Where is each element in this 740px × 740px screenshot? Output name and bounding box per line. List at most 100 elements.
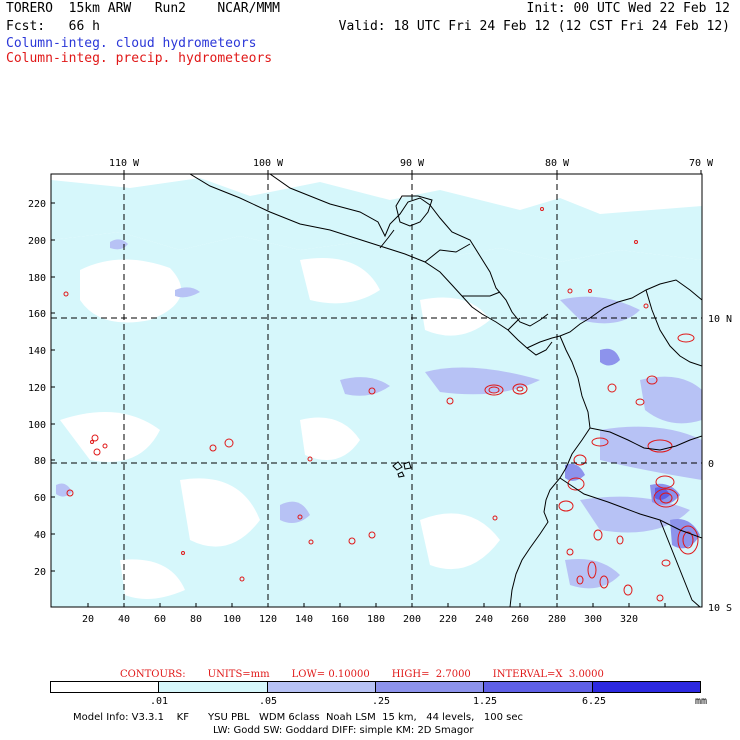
y-tick-label: 140 — [28, 346, 46, 357]
precip-contour — [659, 492, 673, 504]
longitude-label: 90 W — [400, 158, 425, 169]
y-tick-label: 200 — [28, 236, 46, 247]
cloud-shade-medium — [425, 367, 540, 395]
longitude-label: 70 W — [689, 158, 714, 169]
cloud-shading-layer — [51, 178, 702, 607]
cloud-shade-medium — [580, 496, 690, 533]
valid-time: Valid: 18 UTC Fri 24 Feb 12 (12 CST Fri … — [338, 19, 730, 34]
precip-contour — [587, 561, 597, 579]
precip-contour — [66, 489, 74, 497]
init-time: Init: 00 UTC Wed 22 Feb 12 — [526, 1, 731, 16]
x-tick-label: 320 — [620, 614, 638, 625]
x-tick-label: 300 — [584, 614, 602, 625]
cloud-shade-medium — [565, 559, 620, 589]
precip-contour — [588, 289, 592, 293]
cloud-hydrometeor-legend: Column-integ. cloud hydrometeors — [6, 36, 257, 51]
precip-contour — [661, 559, 671, 567]
y-tick-label: 60 — [34, 493, 46, 504]
precip-contour — [492, 515, 498, 521]
color-scale-segment — [159, 682, 268, 692]
contour-units: UNITS=mm — [207, 669, 270, 680]
contour-title: CONTOURS: — [120, 669, 186, 680]
precip-contour — [682, 531, 694, 549]
precip-contour — [181, 551, 185, 555]
precip-contour — [623, 584, 633, 596]
y-tick-label: 180 — [28, 273, 46, 284]
precip-contour — [576, 575, 584, 585]
y-tick-label: 80 — [34, 456, 46, 467]
panama-coast — [526, 279, 702, 349]
color-scale-segment — [375, 682, 485, 692]
y-tick-label: 220 — [28, 199, 46, 210]
precip-contour — [573, 454, 587, 466]
contour-interval: INTERVAL=X 3.0000 — [492, 669, 604, 680]
contour-info: CONTOURS: UNITS=mm LOW= 0.10000 HIGH= 2.700… — [120, 669, 626, 680]
precip-contour — [593, 529, 603, 541]
precip-contour — [540, 207, 544, 211]
map-title: TORERO 15km ARW Run2 NCAR/MMM — [6, 1, 280, 16]
x-tick-label: 60 — [154, 614, 166, 625]
colombia-border — [589, 427, 702, 451]
forecast-hour: Fcst: 66 h — [6, 19, 100, 34]
longitude-label: 110 W — [109, 158, 140, 169]
color-scale-label: 6.25 — [582, 696, 607, 707]
cloud-shade-strong — [565, 463, 585, 481]
country-border — [424, 243, 471, 263]
x-tick-label: 140 — [295, 614, 313, 625]
x-tick-label: 80 — [190, 614, 202, 625]
precip-contour — [368, 387, 376, 395]
precip-contour — [224, 438, 234, 448]
precip-contour — [677, 333, 695, 343]
mexico-central-america-coast — [189, 174, 553, 356]
precip-contour — [567, 477, 585, 491]
cloud-shade-clear-area — [180, 478, 260, 547]
precip-contour — [599, 575, 609, 589]
color-scale-segment — [267, 682, 376, 692]
color-scale-label: .01 — [150, 696, 169, 707]
precip-contour — [93, 448, 101, 456]
model-info-line-1: Model Info: V3.3.1 KF YSU PBL WDM 6class… — [73, 712, 523, 723]
caribbean-coast — [269, 174, 549, 327]
precip-contour — [102, 443, 108, 449]
color-scale-label: 1.25 — [473, 696, 498, 707]
precip-contour — [63, 291, 69, 297]
precip-contour — [591, 437, 609, 447]
cloud-shade-clear-area — [80, 259, 182, 323]
longitude-label: 100 W — [253, 158, 284, 169]
y-tick-label: 100 — [28, 420, 46, 431]
precip-contour — [558, 500, 574, 512]
country-border — [379, 229, 395, 249]
color-scale-segment — [484, 682, 593, 692]
cloud-shade-medium — [280, 501, 310, 524]
cloud-shade-strong — [600, 348, 620, 366]
latitude-label: 0 — [708, 459, 714, 470]
precip-contour — [297, 514, 303, 520]
precip-contour — [368, 531, 376, 539]
precip-contour — [656, 594, 664, 602]
precip-contour — [488, 386, 500, 394]
yucatan-outline — [395, 195, 433, 227]
x-tick-label: 220 — [439, 614, 457, 625]
precip-contour — [512, 383, 528, 395]
x-tick-label: 160 — [331, 614, 349, 625]
y-tick-label: 20 — [34, 567, 46, 578]
precip-contour — [634, 240, 638, 244]
axis-tick-marks — [51, 170, 702, 607]
precip-contour — [209, 444, 217, 452]
x-tick-label: 120 — [259, 614, 277, 625]
latitude-label: 10 S — [708, 603, 732, 614]
precip-contour — [647, 439, 673, 453]
color-scale-unit: mm — [695, 696, 708, 707]
precip-contour — [308, 539, 314, 545]
lat-lon-grid — [51, 174, 702, 607]
precip-contour — [616, 535, 624, 545]
cloud-shade-medium — [340, 377, 390, 396]
cloud-shade-region — [51, 178, 702, 262]
coastline-layer — [189, 174, 702, 607]
cloud-shade-clear-area — [300, 258, 380, 304]
contour-low: LOW= 0.10000 — [291, 669, 370, 680]
x-tick-label: 20 — [82, 614, 94, 625]
cloud-shade-medium — [600, 426, 702, 480]
latitude-label: 10 N — [708, 314, 732, 325]
precip-contour — [566, 548, 574, 556]
